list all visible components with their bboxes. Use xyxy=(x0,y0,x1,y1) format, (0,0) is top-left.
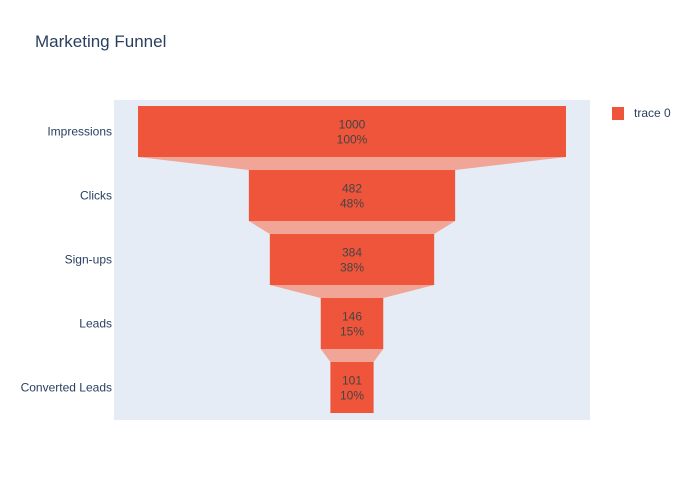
legend-swatch xyxy=(612,106,624,120)
bar-value-label: 482 xyxy=(342,182,362,196)
bar-percent-label: 48% xyxy=(340,197,364,211)
bar-percent-label: 100% xyxy=(337,133,368,147)
bar-value-label: 101 xyxy=(342,374,362,388)
y-tick-label: Clicks xyxy=(80,189,112,203)
bars-group xyxy=(138,106,566,413)
y-tick-label: Impressions xyxy=(47,125,112,139)
bar-value-label: 1000 xyxy=(339,118,366,132)
chart-title: Marketing Funnel xyxy=(35,32,167,51)
funnel-bar[interactable] xyxy=(320,298,384,349)
bar-value-label: 384 xyxy=(342,246,362,260)
funnel-connector xyxy=(248,221,456,234)
bar-value-label: 146 xyxy=(342,310,362,324)
y-tick-label: Converted Leads xyxy=(21,381,112,395)
funnel-connector xyxy=(320,349,384,362)
funnel-bar[interactable] xyxy=(269,234,435,285)
connectors-group xyxy=(138,157,566,362)
y-axis-ticks: Impressions Clicks Sign-ups Leads Converted … xyxy=(21,125,112,395)
funnel-bar[interactable] xyxy=(248,170,456,221)
y-tick-label: Leads xyxy=(79,317,112,331)
legend[interactable]: trace 0 xyxy=(612,106,671,120)
funnel-bar[interactable] xyxy=(138,106,566,157)
funnel-connector xyxy=(138,157,566,170)
y-tick-label: Sign-ups xyxy=(65,253,112,267)
legend-label-trace-0: trace 0 xyxy=(634,106,671,120)
bar-percent-label: 15% xyxy=(340,325,364,339)
funnel-bar[interactable] xyxy=(330,362,374,413)
bar-percent-label: 38% xyxy=(340,261,364,275)
bar-percent-label: 10% xyxy=(340,389,364,403)
funnel-connector xyxy=(269,285,435,298)
